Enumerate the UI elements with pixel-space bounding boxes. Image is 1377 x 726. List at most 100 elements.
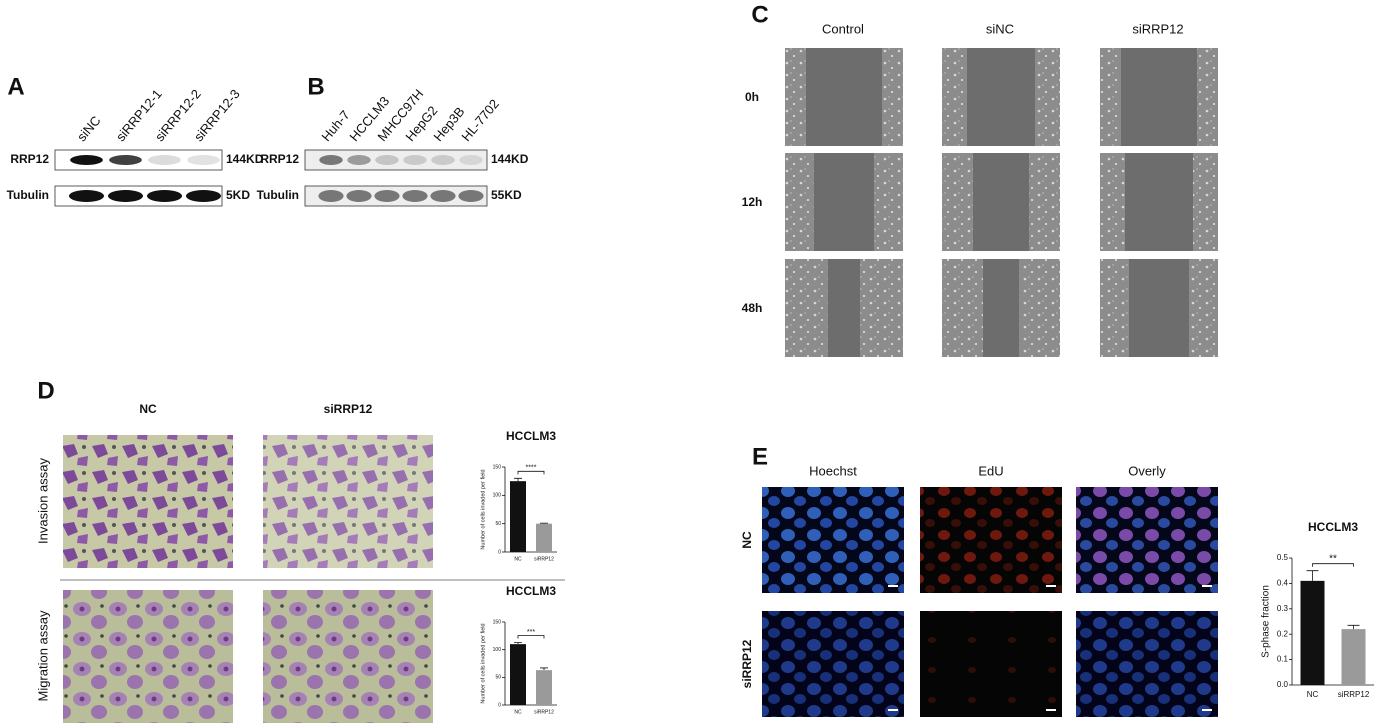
bar [536, 670, 552, 705]
wound-gap [967, 48, 1035, 146]
panel-letter: D [37, 377, 54, 404]
wound-gap [806, 48, 882, 146]
x-tick-label: NC [514, 709, 522, 715]
micrograph [762, 487, 904, 593]
wound-gap [1129, 259, 1189, 357]
size-label: 144KD [491, 152, 529, 166]
wound-gap [973, 153, 1029, 251]
y-axis-label: S-phase fraction [1261, 585, 1272, 658]
panel-letter: A [7, 73, 24, 100]
blot-frame [304, 149, 488, 171]
chart-title: HCCLM3 [506, 584, 556, 598]
micrograph [920, 611, 1062, 717]
blot-band [146, 190, 183, 202]
blot-band [68, 190, 105, 202]
significance: ** [1329, 553, 1337, 564]
blot-band [187, 155, 220, 165]
blot-frame [54, 185, 223, 207]
blot-frame [54, 149, 223, 171]
y-tick-label: 50 [495, 521, 501, 527]
row-label: RRP12 [10, 152, 49, 166]
y-tick-label: 0.3 [1277, 604, 1289, 613]
column-label: Overly [1128, 463, 1166, 478]
y-tick-label: 0.1 [1277, 655, 1289, 664]
lane-label: Huh-7 [318, 107, 352, 144]
column-label: Hoechst [809, 463, 857, 478]
bar [510, 481, 526, 552]
blot-band [107, 190, 144, 202]
error-bar [540, 522, 548, 524]
error-bar [514, 477, 522, 482]
wound-gap [983, 259, 1019, 357]
scale-bar [888, 585, 898, 587]
significance: *** [527, 629, 535, 636]
error-bar [1306, 570, 1319, 581]
y-axis-label: Number of cells invaded per field [480, 469, 486, 549]
y-tick-label: 150 [493, 464, 502, 470]
row-label: 12h [742, 195, 763, 209]
row-label: Migration assay [35, 610, 50, 702]
micrograph [920, 487, 1062, 593]
blot-frame [304, 185, 488, 207]
chart-title: HCCLM3 [506, 429, 556, 443]
error-bar [540, 667, 548, 671]
size-label: 55KD [491, 188, 522, 202]
micrograph [63, 435, 233, 568]
error-bar [1347, 624, 1360, 630]
column-label: Control [822, 21, 864, 36]
column-label: siRRP12 [1132, 21, 1183, 36]
x-tick-label: siRRP12 [534, 709, 554, 715]
bar [510, 644, 526, 705]
x-tick-label: NC [1307, 690, 1319, 699]
column-label: EdU [978, 463, 1003, 478]
panel-letter: B [307, 73, 324, 100]
y-tick-label: 0.0 [1277, 680, 1289, 689]
bar [1341, 629, 1366, 685]
significance-bracket [1312, 563, 1354, 567]
size-label: 144KD [226, 152, 264, 166]
x-tick-label: siRRP12 [1338, 690, 1370, 699]
y-tick-label: 100 [493, 493, 502, 499]
y-tick-label: 0 [498, 549, 501, 555]
row-label: siRRP12 [740, 639, 754, 688]
error-bar [514, 642, 522, 645]
column-label: siNC [986, 21, 1014, 36]
y-tick-label: 50 [495, 675, 501, 681]
micrograph [762, 611, 904, 717]
y-tick-label: 0.4 [1277, 579, 1289, 588]
wound-gap [828, 259, 860, 357]
scale-bar [1046, 709, 1056, 711]
column-label: NC [139, 402, 157, 416]
y-axis-label: Number of cells invaded per field [480, 623, 486, 703]
blot-band [70, 155, 103, 165]
blot-band [109, 155, 142, 165]
lane-label: HL-7702 [458, 96, 502, 144]
scale-bar [1202, 709, 1212, 711]
scale-bar [888, 709, 898, 711]
micrograph [263, 435, 433, 568]
lane-label: siNC [74, 113, 104, 144]
row-label: 48h [742, 301, 763, 315]
panel-letter: C [751, 1, 768, 28]
wound-gap [814, 153, 874, 251]
row-label: 0h [745, 90, 759, 104]
blot-band [185, 190, 222, 202]
x-tick-label: siRRP12 [534, 556, 554, 562]
micrograph [1076, 611, 1218, 717]
significance: **** [526, 465, 537, 472]
wound-gap [1121, 48, 1197, 146]
row-label: Invasion assay [35, 458, 50, 544]
significance-bracket [517, 470, 545, 475]
row-label: RRP12 [260, 152, 299, 166]
micrograph [1076, 487, 1218, 593]
chart-title: HCCLM3 [1308, 520, 1358, 534]
row-label: NC [740, 531, 754, 549]
blot-band [148, 155, 181, 165]
size-label: 5KD [226, 188, 250, 202]
y-tick-label: 0 [498, 702, 501, 708]
bar [1300, 580, 1325, 685]
column-label: siRRP12 [324, 402, 373, 416]
y-tick-label: 0.2 [1277, 629, 1289, 638]
row-label: Tubulin [257, 188, 299, 202]
